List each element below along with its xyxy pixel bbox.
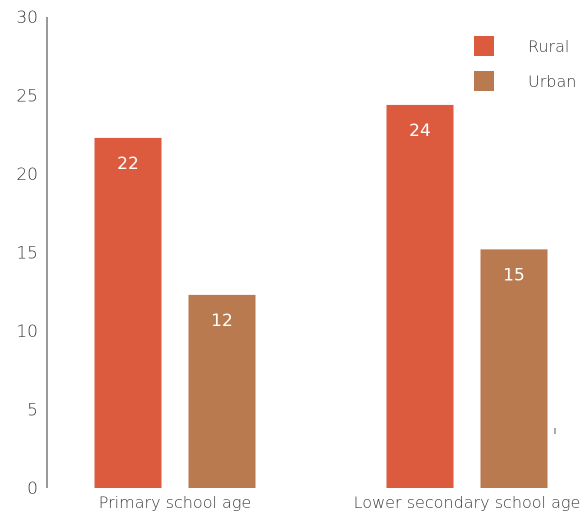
bar-rural-primary xyxy=(94,137,162,488)
bar-value-label: 15 xyxy=(503,265,525,285)
bar-value-label: 12 xyxy=(211,311,233,331)
y-axis-ticks: 0 5 10 15 20 25 30 xyxy=(16,8,38,499)
legend-swatch-urban xyxy=(474,71,494,91)
y-tick-label: 10 xyxy=(16,322,38,342)
x-category-label: Primary school age xyxy=(99,493,252,512)
bar-value-label: 22 xyxy=(117,154,139,174)
y-tick-label: 15 xyxy=(16,244,38,264)
bar-urban-lower-secondary xyxy=(480,249,548,488)
y-tick-label: 30 xyxy=(16,8,38,28)
y-tick-label: 0 xyxy=(27,479,38,499)
x-axis-category-labels: Primary school age Lower secondary school… xyxy=(99,493,581,512)
bar-value-label: 24 xyxy=(409,121,431,141)
bar-urban-primary xyxy=(188,294,256,488)
legend-label-rural: Rural xyxy=(528,37,569,56)
legend-label-urban: Urban xyxy=(528,72,576,91)
y-tick-label: 5 xyxy=(27,401,38,421)
data-labels: 22 24 12 15 xyxy=(117,121,525,331)
legend-swatch-rural xyxy=(474,36,494,56)
legend: Rural Urban xyxy=(474,36,576,91)
bar-rural-lower-secondary xyxy=(386,104,454,489)
bars xyxy=(94,104,548,489)
y-tick-label: 20 xyxy=(16,165,38,185)
y-tick-label: 25 xyxy=(16,87,38,107)
x-category-label: Lower secondary school age xyxy=(354,493,581,512)
